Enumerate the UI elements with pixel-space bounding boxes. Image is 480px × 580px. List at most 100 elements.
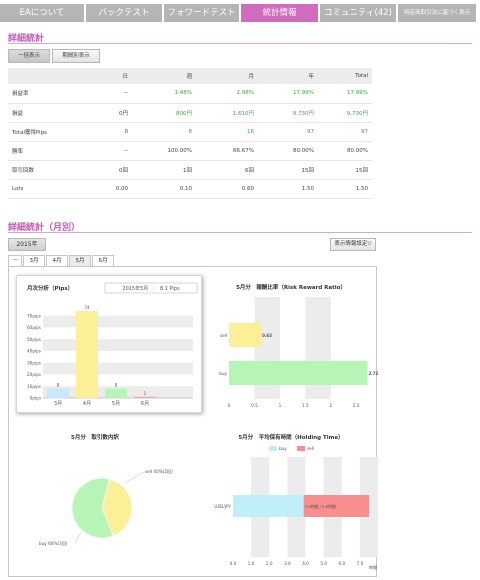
toggle-all-button[interactable]: 一括表示 <box>8 49 50 63</box>
table-cell: 8 <box>132 122 196 142</box>
bar-6月 <box>134 396 156 398</box>
table-cell: 97 <box>318 122 372 142</box>
x-tick-label: 3.0 <box>284 561 291 566</box>
table-cell: 0回 <box>66 160 132 180</box>
monthly-pips-chart: 月次分析（Pips） 2015年5月 : 8.1 Pips 0pips 10pips 2… <box>16 275 202 413</box>
grid-band <box>43 339 193 351</box>
chart-title: 5月分 平均保有時間（Holding Time） <box>238 433 343 441</box>
bar-sell <box>229 323 262 347</box>
x-tick-label: 5月 <box>112 401 120 407</box>
table-cell: 1.50 <box>318 179 372 199</box>
month-tab-april[interactable]: 4月 <box>46 255 68 267</box>
trade-breakdown-chart: 5月分 取引数内訳 sell 40%(2回) buy 60%(3回) <box>17 425 203 575</box>
x-tick-label: 6月 <box>141 401 149 407</box>
grid-band <box>43 315 193 328</box>
bar-value-label: 8 <box>115 383 118 388</box>
tab-community[interactable]: コミュニティ(42) <box>320 4 396 22</box>
tab-forward-test[interactable]: フォワードテスト <box>164 4 239 22</box>
row-label: Lots <box>8 179 66 199</box>
table-cell: 1.48% <box>132 84 196 104</box>
x-tick-label: 2.5 <box>353 403 360 408</box>
column-header: Total <box>318 68 372 84</box>
y-tick-label: 10pips <box>27 384 41 389</box>
column-header: 日 <box>66 68 132 84</box>
slice-leader-line <box>74 532 82 544</box>
slice-label: buy 60%(3回) <box>39 541 68 547</box>
row-label: 取引回数 <box>8 160 66 180</box>
info-text: 2015年5月 : 8.1 Pips <box>122 285 180 292</box>
chart-title: 月次分析（Pips） <box>26 284 73 292</box>
toggle-period-button[interactable]: 期間別表示 <box>52 49 100 63</box>
tab-statistics[interactable]: 統計情報 <box>241 4 318 22</box>
tab-about-ea[interactable]: EAについて <box>0 4 84 22</box>
bar-sell <box>303 495 369 517</box>
column-header: 月 <box>196 68 258 84</box>
x-tick-label: 0 <box>228 403 231 408</box>
monthly-chart-panel: 月次分析（Pips） 2015年5月 : 8.1 Pips 0pips 10pips 2… <box>8 266 379 577</box>
x-tick-label: 0.5 <box>251 403 258 408</box>
table-cell: 0円 <box>66 103 132 123</box>
x-tick-label: 3月 <box>54 401 62 407</box>
y-tick-label: 30pips <box>27 360 41 365</box>
x-tick-label: 1.0 <box>248 561 255 566</box>
table-row: 損益率 -- 1.48% 2.98% 17.99% 17.99% <box>8 84 372 104</box>
table-cell: 80.00% <box>318 141 372 161</box>
x-unit-label: 時間 <box>369 565 377 571</box>
top-nav: EAについて バックテスト フォワードテスト 統計情報 コミュニティ(42) 特… <box>0 0 480 22</box>
x-tick-label: 1 <box>279 403 282 408</box>
bar-4月 <box>76 311 98 398</box>
column-header <box>8 68 66 84</box>
pie-slice-buy <box>71 477 114 539</box>
month-tab-june[interactable]: 6月 <box>92 255 114 267</box>
chart-title: 5月分 取引数内訳 <box>71 433 119 441</box>
holding-time-chart: 5月分 平均保有時間（Holding Time） buy sell 0.0 1.0 2.0… <box>207 425 379 575</box>
table-cell: 66.67% <box>196 141 258 161</box>
legend-swatch-sell <box>297 446 305 451</box>
month-tab-march[interactable]: 3月 <box>23 255 45 267</box>
tab-backtest[interactable]: バックテスト <box>86 4 162 22</box>
x-tick-label: 2.0 <box>266 561 273 566</box>
table-row: Lots 0.00 0.10 0.60 1.50 1.50 <box>8 179 372 199</box>
legend-swatch-buy <box>269 446 277 451</box>
bar-value-label: 3.9時間 / 3.6時間 <box>305 504 336 509</box>
display-settings-button[interactable]: 表示情報設定▽ <box>330 238 376 251</box>
row-label: 損益 <box>8 103 66 123</box>
info-box <box>104 282 198 294</box>
table-cell: -- <box>66 84 132 104</box>
month-tab-may[interactable]: 5月 <box>69 255 91 267</box>
year-button[interactable]: 2015年 <box>8 238 46 251</box>
table-cell: 2.98% <box>196 84 258 104</box>
y-tick-label: 0pips <box>30 396 41 401</box>
month-tab-dash[interactable]: － <box>8 255 22 267</box>
table-cell: 9,730円 <box>318 103 372 123</box>
table-cell: 97 <box>258 122 318 142</box>
risk-reward-chart: 5月分 報酬比率（Risk Reward Ratio） 0 0.5 1 1.5 2 2.5 0… <box>207 275 378 415</box>
slice-label: sell 40%(2回) <box>145 469 173 475</box>
bar-value-label: 74 <box>84 305 90 310</box>
bar-value-label: 0.63 <box>262 333 272 338</box>
monthly-stats-title: 詳細統計（月別） <box>8 223 81 233</box>
table-cell: 15回 <box>258 160 318 180</box>
table-cell: 17.99% <box>318 84 372 104</box>
table-cell: 0.60 <box>196 179 258 199</box>
table-cell: 800円 <box>132 103 196 123</box>
x-tick-label: 2 <box>329 403 332 408</box>
legend-label: sell <box>307 446 314 451</box>
bar-value-label: 2.72 <box>368 371 378 376</box>
tab-legal-notice[interactable]: 特定商取引法に基づく表示 <box>398 4 476 22</box>
y-tick-label: 40pips <box>27 349 41 354</box>
y-tick-label: buy <box>219 371 227 376</box>
table-cell: 1,610円 <box>196 103 258 123</box>
bar-value-label: 1 <box>144 391 147 396</box>
bar-buy <box>229 361 368 385</box>
table-row: 勝率 -- 100.00% 66.67% 80.00% 80.00% <box>8 141 372 161</box>
table-cell: 16 <box>196 122 258 142</box>
x-tick-label: 1.5 <box>302 403 309 408</box>
y-tick-label: USD/JPY <box>214 504 231 509</box>
table-cell: 0.00 <box>66 179 132 199</box>
x-tick-label: 4月 <box>83 401 91 407</box>
row-label: Total獲得Pips <box>8 122 66 142</box>
table-cell: 1.50 <box>258 179 318 199</box>
row-label: 勝率 <box>8 141 66 161</box>
table-cell: 15回 <box>318 160 372 180</box>
